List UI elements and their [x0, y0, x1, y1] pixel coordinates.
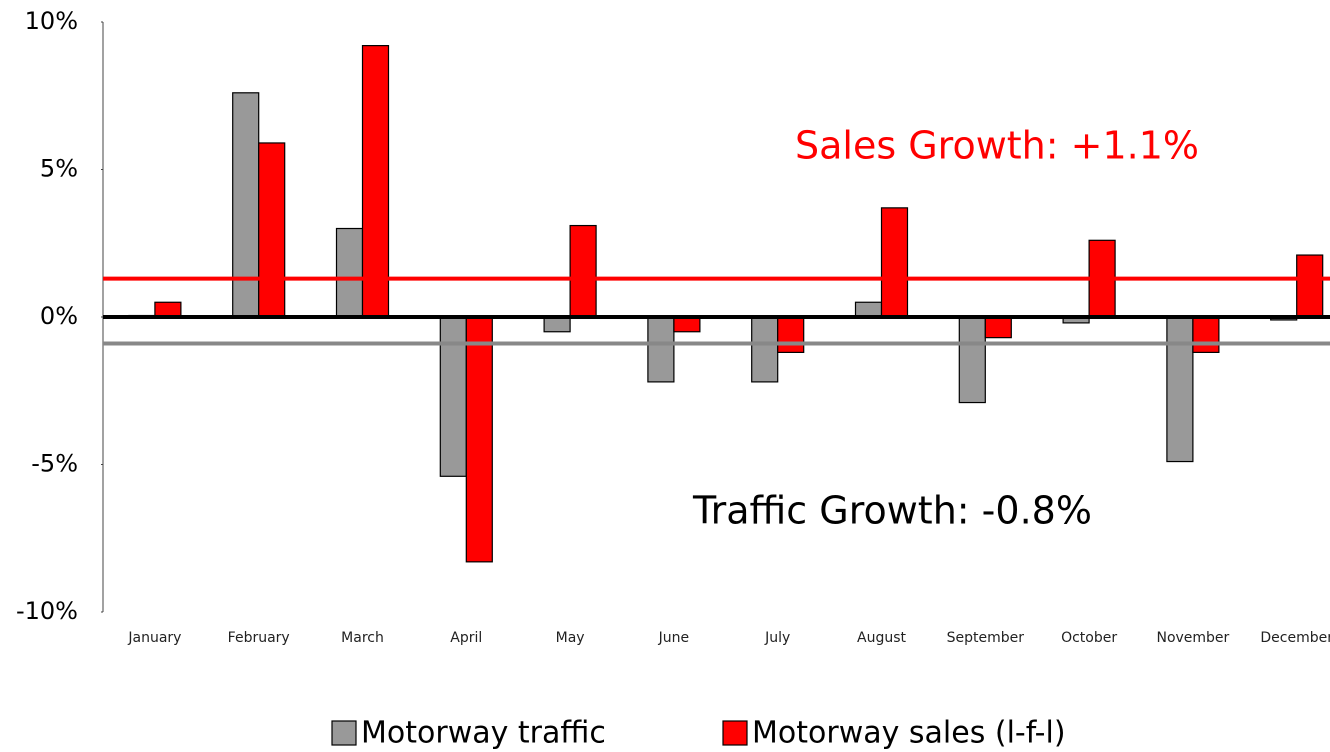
y-tick-label: -10%: [16, 597, 78, 625]
legend-label: Motorway traffic: [361, 716, 606, 751]
bar: [361, 44, 390, 318]
bar: [232, 92, 260, 318]
x-tick-label: March: [341, 630, 384, 646]
x-tick-label: May: [556, 630, 585, 646]
legend-swatch: [331, 720, 357, 746]
bar: [1166, 316, 1194, 463]
bar: [154, 301, 182, 318]
bar: [1192, 316, 1220, 354]
bar: [335, 227, 364, 318]
bar: [258, 142, 286, 318]
x-tick-label: January: [127, 630, 181, 646]
bar: [984, 316, 1012, 339]
bar: [673, 316, 701, 333]
bar: [777, 316, 805, 354]
bar: [465, 316, 493, 563]
x-tick-label: February: [228, 630, 290, 646]
annotation: Sales Growth: +1.1%: [795, 124, 1199, 168]
bar: [1296, 254, 1324, 318]
bar: [439, 316, 467, 477]
x-tick-label: August: [857, 630, 907, 646]
y-tick-label: 10%: [25, 7, 78, 35]
bar: [958, 316, 986, 404]
x-tick-label: November: [1156, 630, 1229, 646]
x-tick-label: October: [1061, 630, 1117, 646]
x-tick-label: December: [1260, 630, 1330, 646]
legend-label: Motorway sales (l-f-l): [752, 716, 1066, 751]
bar: [647, 316, 675, 383]
legend-swatch: [722, 720, 748, 746]
bar: [569, 224, 597, 318]
x-tick-label: April: [450, 630, 482, 646]
x-tick-label: June: [658, 630, 690, 646]
bar: [543, 316, 571, 333]
y-tick-label: 0%: [40, 302, 78, 330]
bar: [880, 207, 909, 318]
annotation: Traffic Growth: -0.8%: [692, 489, 1092, 533]
y-tick-label: 5%: [40, 155, 78, 183]
y-tick-label: -5%: [31, 450, 78, 478]
bar: [751, 316, 779, 383]
x-tick-label: July: [764, 630, 790, 646]
x-tick-label: September: [947, 630, 1025, 646]
bar: [854, 301, 883, 318]
